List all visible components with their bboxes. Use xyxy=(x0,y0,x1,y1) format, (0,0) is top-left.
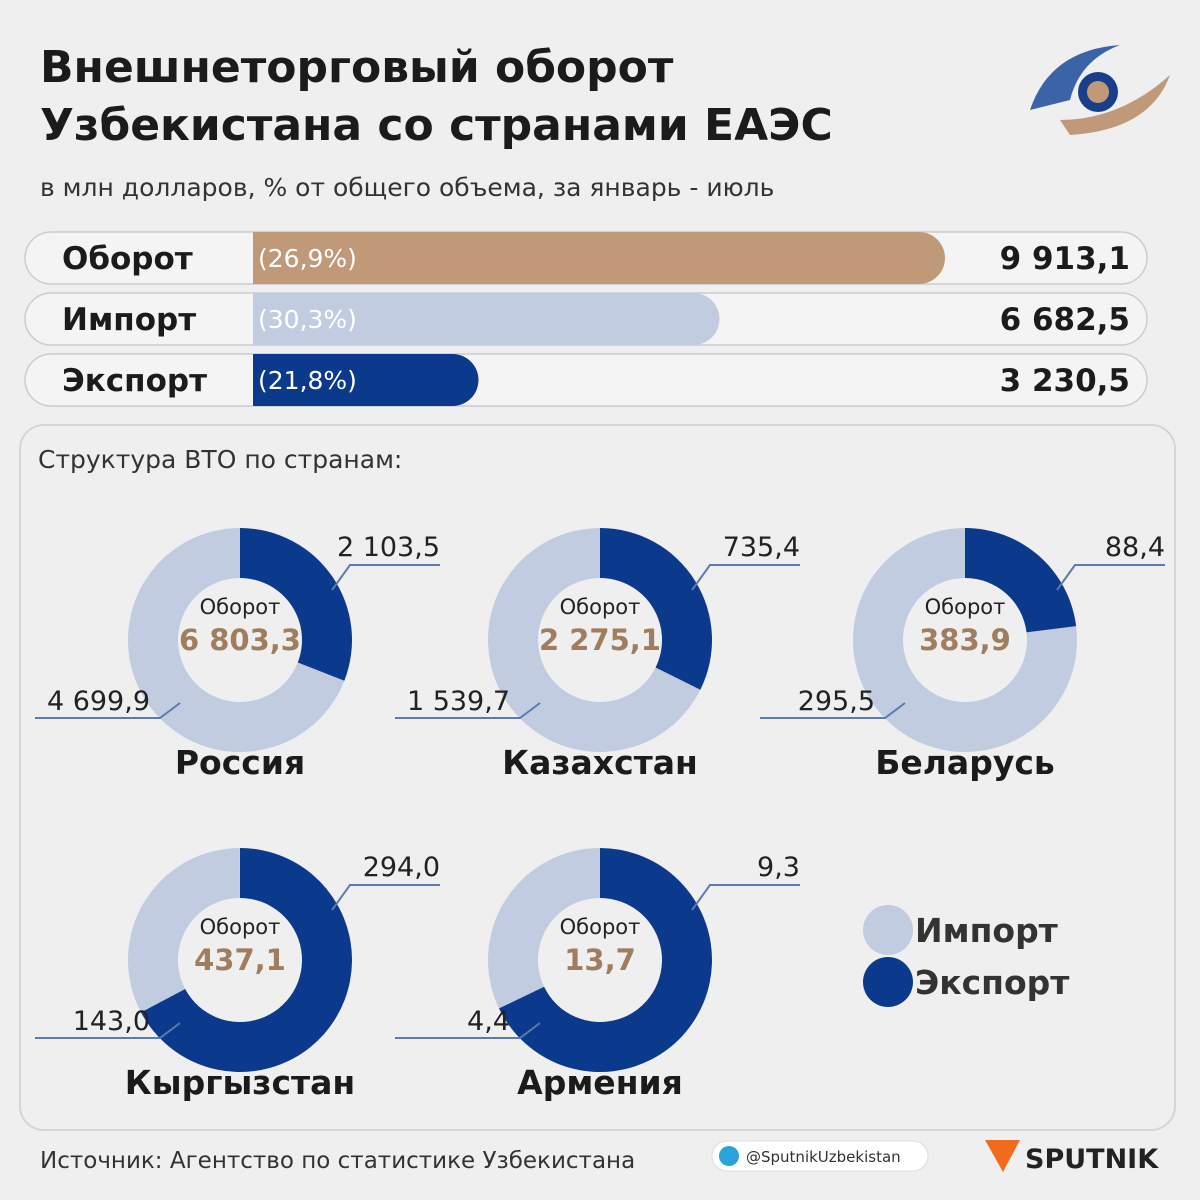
section-title: Структура ВТО по странам: xyxy=(38,445,402,474)
leader-line xyxy=(395,702,541,719)
leader-line xyxy=(1056,564,1165,591)
donut-segment xyxy=(128,528,345,752)
telegram-pill xyxy=(711,1140,929,1172)
value-label: 295,5 xyxy=(798,686,875,717)
legend-swatch xyxy=(863,957,913,1007)
value-label: 294,0 xyxy=(363,852,440,883)
donut-segment xyxy=(853,528,1078,752)
legend-swatch xyxy=(863,905,913,955)
country-name: Армения xyxy=(517,1063,683,1102)
brand: SPUTNIK xyxy=(1025,1144,1159,1175)
bar xyxy=(253,293,720,345)
share-label: (30,3%) xyxy=(258,305,357,334)
leader-line xyxy=(331,564,440,591)
category-label: Импорт xyxy=(62,302,196,338)
leader-line xyxy=(331,884,440,911)
category-label: Экспорт xyxy=(62,363,207,399)
legend-label: Импорт xyxy=(915,911,1058,950)
bar xyxy=(253,354,479,406)
share-label: (21,8%) xyxy=(258,366,357,395)
donut-segment xyxy=(140,848,352,1072)
leader-line xyxy=(35,702,181,719)
center-label: Оборот xyxy=(200,915,281,939)
leader-line xyxy=(691,884,800,911)
leader-line xyxy=(35,1022,181,1039)
value-label: 143,0 xyxy=(73,1006,150,1037)
leader-line xyxy=(395,1022,541,1039)
value-label: 6 682,5 xyxy=(1000,302,1130,338)
value-label: 88,4 xyxy=(1105,532,1165,563)
title-line: Внешнеторговый оборот xyxy=(40,42,674,93)
value-label: 3 230,5 xyxy=(1000,363,1130,399)
value-label: 4 699,9 xyxy=(47,686,150,717)
category-label: Оборот xyxy=(62,241,193,277)
leader-line xyxy=(691,564,800,591)
legend-label: Экспорт xyxy=(915,963,1069,1002)
country-name: Казахстан xyxy=(502,743,698,782)
value-label: 1 539,7 xyxy=(407,686,510,717)
total-label: 13,7 xyxy=(564,943,636,977)
value-label: 2 103,5 xyxy=(337,532,440,563)
total-label: 6 803,3 xyxy=(179,623,301,657)
donut-segment xyxy=(600,528,712,690)
telegram-icon xyxy=(719,1146,739,1166)
bar xyxy=(253,232,945,284)
value-label: 9,3 xyxy=(757,852,800,883)
center-label: Оборот xyxy=(560,595,641,619)
country-name: Кыргызстан xyxy=(125,1063,355,1102)
donut-segment xyxy=(965,528,1077,633)
total-label: 383,9 xyxy=(919,623,1011,657)
center-label: Оборот xyxy=(925,595,1006,619)
value-label: 4,4 xyxy=(467,1006,510,1037)
donut-segment xyxy=(128,848,240,1013)
title-line: Узбекистана со странами ЕАЭС xyxy=(40,100,833,151)
eaeu-logo xyxy=(1030,45,1170,135)
donut-segment xyxy=(488,848,600,1009)
donut-segment xyxy=(499,848,713,1073)
total-label: 2 275,1 xyxy=(539,623,661,657)
panel xyxy=(19,424,1176,1131)
country-name: Россия xyxy=(175,743,305,782)
brand-icon xyxy=(985,1140,1020,1172)
center-label: Оборот xyxy=(560,915,641,939)
value-label: 9 913,1 xyxy=(1000,241,1130,277)
value-label: 735,4 xyxy=(723,532,800,563)
donut-segment xyxy=(488,528,701,752)
donut-segment xyxy=(240,528,352,681)
subtitle: в млн долларов, % от общего объема, за я… xyxy=(40,173,774,202)
total-label: 437,1 xyxy=(194,943,286,977)
center-label: Оборот xyxy=(200,595,281,619)
source: Источник: Агентство по статистике Узбеки… xyxy=(40,1148,635,1174)
leader-line xyxy=(760,702,906,719)
country-name: Беларусь xyxy=(875,743,1055,782)
telegram-handle: @SputnikUzbekistan xyxy=(746,1148,901,1166)
share-label: (26,9%) xyxy=(258,244,357,273)
